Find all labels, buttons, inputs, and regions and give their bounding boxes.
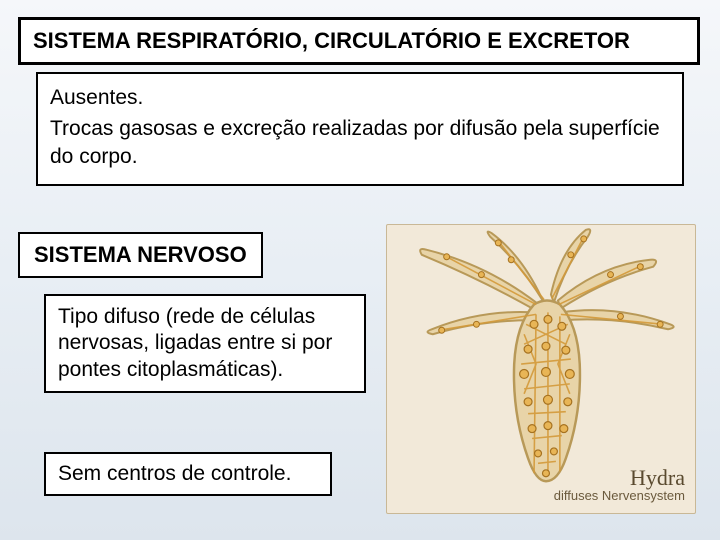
title-text: SISTEMA RESPIRATÓRIO, CIRCULATÓRIO E EXC…: [33, 28, 630, 53]
no-control-centers-box: Sem centros de controle.: [44, 452, 332, 496]
hydra-caption: Hydra diffuses Nervensystem: [554, 466, 685, 503]
absent-line-1: Ausentes.: [50, 84, 670, 111]
systems-absent-box: Ausentes. Trocas gasosas e excreção real…: [36, 72, 684, 186]
hydra-label-sub: diffuses Nervensystem: [554, 489, 685, 503]
no-control-text: Sem centros de controle.: [58, 462, 291, 485]
hydra-figure: Hydra diffuses Nervensystem: [386, 224, 696, 514]
subtitle-box: SISTEMA NERVOSO: [18, 232, 263, 278]
title-box: SISTEMA RESPIRATÓRIO, CIRCULATÓRIO E EXC…: [18, 17, 700, 65]
subtitle-text: SISTEMA NERVOSO: [34, 242, 247, 267]
hydra-label-main: Hydra: [554, 466, 685, 489]
absent-line-2: Trocas gasosas e excreção realizadas por…: [50, 115, 670, 170]
nervous-type-text: Tipo difuso (rede de células nervosas, l…: [58, 305, 332, 381]
nervous-type-box: Tipo difuso (rede de células nervosas, l…: [44, 294, 366, 393]
